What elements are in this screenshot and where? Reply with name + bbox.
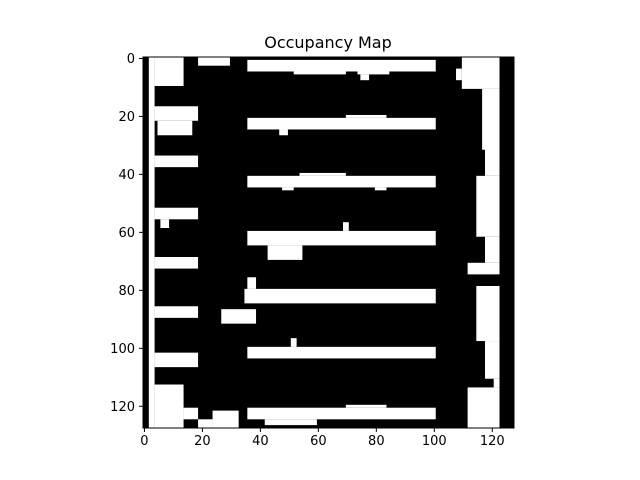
- free-cell-36: [290, 338, 297, 347]
- x-tick-label-5: 100: [422, 434, 447, 449]
- free-cell-0: [148, 57, 155, 428]
- free-cell-12: [247, 117, 436, 130]
- free-cell-37: [154, 352, 199, 368]
- free-cell-38: [485, 341, 500, 379]
- free-cell-23: [160, 219, 170, 229]
- free-cell-4: [293, 71, 346, 75]
- free-cell-45: [345, 404, 387, 408]
- free-cell-15: [154, 155, 199, 168]
- x-tick-label-1: 20: [194, 434, 211, 449]
- free-cell-29: [467, 262, 500, 275]
- free-cell-35: [247, 346, 436, 359]
- free-cell-27: [485, 236, 500, 263]
- free-cell-18: [282, 187, 294, 191]
- axes-frame: [142, 56, 515, 429]
- y-tick-label-5: 100: [110, 342, 135, 357]
- free-cell-28: [154, 256, 199, 269]
- x-tick-label-0: 0: [140, 434, 148, 449]
- free-cell-47: [467, 387, 500, 428]
- free-cell-17: [299, 172, 346, 176]
- free-cell-33: [154, 306, 199, 318]
- free-cell-3: [247, 59, 436, 72]
- free-cell-5: [357, 71, 390, 75]
- free-cell-16: [247, 175, 436, 188]
- free-cell-41: [183, 407, 199, 420]
- free-cell-24: [247, 230, 436, 246]
- free-cell-34: [221, 309, 257, 324]
- free-cell-8: [456, 68, 462, 81]
- free-cell-22: [154, 207, 199, 220]
- free-cell-44: [247, 407, 436, 420]
- free-cell-46: [264, 419, 317, 426]
- y-tick-label-4: 80: [118, 284, 135, 299]
- free-cell-13: [345, 114, 387, 118]
- free-cell-39: [493, 378, 500, 388]
- free-cell-43: [198, 419, 213, 428]
- x-tick-label-6: 120: [480, 434, 505, 449]
- y-tick-label-0: 0: [127, 52, 135, 67]
- x-tick-label-4: 80: [368, 434, 385, 449]
- free-cell-2: [198, 57, 230, 66]
- free-cell-32: [476, 285, 500, 342]
- free-cell-31: [247, 277, 257, 289]
- y-tick-label-1: 20: [118, 110, 135, 125]
- free-cell-11: [157, 120, 193, 136]
- x-tick-label-3: 60: [310, 434, 327, 449]
- y-tick-label-6: 120: [110, 400, 135, 415]
- free-cell-26: [342, 222, 349, 231]
- chart-title: Occupancy Map: [264, 33, 392, 52]
- free-cell-9: [482, 88, 500, 150]
- free-cell-42: [212, 410, 239, 428]
- free-cell-6: [360, 74, 370, 81]
- free-cell-40: [154, 384, 184, 428]
- x-tick-label-2: 40: [252, 434, 269, 449]
- free-cell-10: [154, 106, 199, 121]
- free-cell-30: [244, 288, 436, 304]
- free-cell-7: [461, 57, 500, 89]
- free-cell-21: [476, 175, 500, 237]
- free-cell-1: [154, 57, 184, 86]
- y-tick-label-2: 40: [118, 168, 135, 183]
- free-cell-19: [374, 187, 387, 191]
- y-tick-label-3: 60: [118, 226, 135, 241]
- free-cell-14: [279, 129, 288, 136]
- free-cell-20: [485, 146, 500, 176]
- free-cell-25: [267, 245, 303, 260]
